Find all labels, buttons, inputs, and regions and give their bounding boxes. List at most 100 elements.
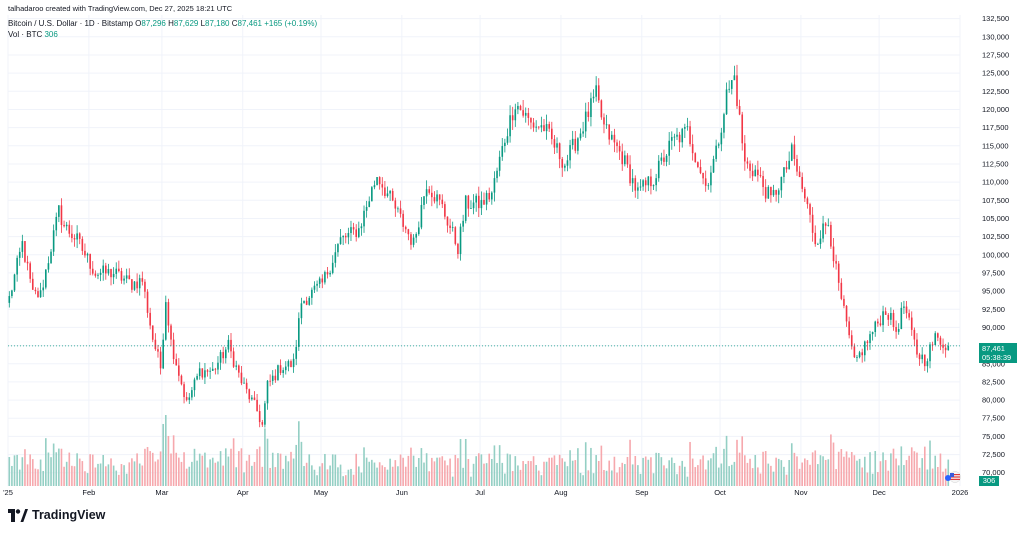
volume-bar bbox=[308, 454, 311, 486]
volume-bar bbox=[780, 460, 783, 486]
candle-body bbox=[767, 186, 770, 199]
price-axis[interactable]: 132,500 130,000 127,500 125,000 122,500 120,0… bbox=[982, 14, 1009, 477]
candle-body bbox=[822, 223, 824, 239]
volume-bar bbox=[733, 461, 736, 486]
candle-body bbox=[86, 253, 89, 256]
candle-body bbox=[357, 228, 360, 237]
volume-bar bbox=[206, 467, 209, 486]
volume-bar bbox=[204, 452, 206, 486]
candle-body bbox=[415, 234, 417, 238]
volume-bar bbox=[657, 453, 660, 486]
volume-bar bbox=[217, 461, 219, 486]
candle-body bbox=[856, 357, 858, 358]
volume-bar bbox=[540, 475, 543, 486]
candle-body bbox=[793, 144, 796, 159]
candle-body bbox=[397, 208, 399, 210]
volume-bar bbox=[937, 467, 939, 486]
volume-bar bbox=[433, 461, 436, 486]
volume-bar bbox=[331, 454, 334, 486]
candle-body bbox=[801, 177, 804, 189]
volume-bar bbox=[287, 461, 290, 486]
volume-bar bbox=[350, 468, 352, 486]
candle-body bbox=[402, 213, 404, 227]
candle-body bbox=[584, 111, 587, 132]
candle-body bbox=[311, 289, 313, 298]
volume-bar bbox=[342, 476, 344, 486]
volume-bar bbox=[720, 463, 723, 486]
candle-body bbox=[170, 325, 172, 340]
volume-bar bbox=[571, 460, 574, 486]
candle-body bbox=[824, 223, 827, 226]
volume-bar bbox=[879, 461, 882, 486]
candle-body bbox=[788, 160, 790, 170]
volume-bar bbox=[365, 457, 368, 486]
volume-bar bbox=[363, 447, 365, 486]
candle-body bbox=[660, 157, 663, 161]
volume-bar bbox=[566, 466, 569, 486]
candle-body bbox=[670, 137, 673, 141]
candle-body bbox=[449, 225, 451, 229]
volume-bar bbox=[934, 455, 937, 486]
chart-grid bbox=[7, 15, 961, 486]
candle-body bbox=[564, 165, 566, 168]
candle-body bbox=[232, 351, 235, 367]
candle-body bbox=[809, 204, 811, 215]
candle-body bbox=[360, 226, 363, 229]
volume-bar bbox=[84, 471, 86, 486]
volume-bar bbox=[644, 456, 647, 486]
candle-body bbox=[378, 177, 381, 185]
volume-bar bbox=[326, 469, 329, 486]
volume-bar bbox=[459, 439, 462, 486]
candle-body bbox=[112, 273, 115, 278]
price-tick-label: 102,500 bbox=[982, 232, 1009, 241]
candle-body bbox=[498, 156, 501, 171]
candle-body bbox=[24, 241, 26, 262]
volume-label[interactable]: Vol · BTC bbox=[8, 30, 43, 39]
candle-body bbox=[266, 380, 269, 404]
candle-body bbox=[264, 403, 266, 425]
candle-body bbox=[772, 190, 775, 196]
candle-body bbox=[201, 368, 204, 378]
volume-bar bbox=[608, 460, 611, 486]
volume-bar bbox=[764, 451, 767, 486]
volume-bar bbox=[269, 467, 271, 486]
candle-body bbox=[720, 132, 723, 145]
volume-bar bbox=[378, 462, 381, 486]
volume-bar bbox=[730, 464, 733, 486]
candle-body bbox=[843, 298, 845, 306]
candle-body bbox=[639, 186, 642, 188]
volume-bar bbox=[172, 435, 175, 486]
candle-body bbox=[916, 339, 918, 355]
candle-body bbox=[631, 178, 634, 184]
candle-body bbox=[45, 269, 47, 288]
volume-bar bbox=[224, 448, 227, 486]
time-axis[interactable]: '25 Feb Mar Apr May Jun Jul Aug Sep Oct Nov Dec 2026 bbox=[3, 488, 968, 497]
symbol-title[interactable]: Bitcoin / U.S. Dollar · 1D · Bitstamp bbox=[8, 19, 133, 28]
candle-body bbox=[785, 167, 788, 170]
candle-body bbox=[574, 138, 577, 151]
volume-bar bbox=[81, 461, 84, 486]
candle-body bbox=[39, 290, 42, 298]
candle-body bbox=[26, 261, 29, 264]
tradingview-footer[interactable]: TradingView bbox=[8, 508, 105, 522]
candle-body bbox=[566, 160, 569, 166]
candle-body bbox=[827, 224, 830, 226]
volume-bar bbox=[404, 466, 407, 486]
candle-body bbox=[663, 157, 665, 162]
volume-bar bbox=[118, 474, 120, 486]
volume-bar bbox=[665, 468, 668, 486]
candle-body bbox=[780, 176, 783, 191]
volume-bar bbox=[120, 464, 123, 486]
candle-body bbox=[42, 287, 45, 291]
volume-bar bbox=[47, 452, 50, 486]
volume-bar bbox=[407, 455, 410, 486]
candle-body bbox=[279, 365, 282, 373]
volume-bar bbox=[21, 457, 24, 486]
candle-body bbox=[488, 192, 491, 200]
candle-body bbox=[704, 178, 707, 186]
volume-bar bbox=[574, 460, 577, 486]
volume-bar bbox=[454, 454, 457, 486]
candle-body bbox=[869, 334, 871, 344]
candle-body bbox=[316, 283, 318, 286]
